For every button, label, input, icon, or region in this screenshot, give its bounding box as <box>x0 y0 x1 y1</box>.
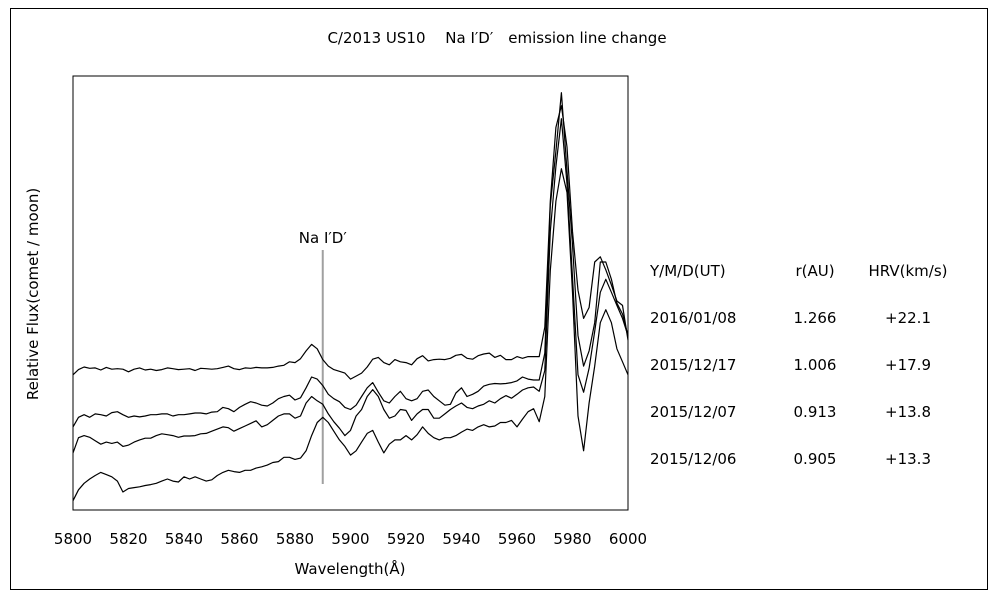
x-tick-label: 5820 <box>109 530 147 548</box>
chart-title: C/2013 US10 Na I′D′ emission line change <box>327 29 666 47</box>
hrv-cell: +22.1 <box>885 309 931 327</box>
hrv-cell: +17.9 <box>885 356 931 374</box>
series-line-2 <box>72 92 629 428</box>
hrv-cell: +13.8 <box>885 403 931 421</box>
chart-frame <box>10 8 988 590</box>
date-cell: 2016/01/08 <box>650 309 737 327</box>
x-tick-label: 6000 <box>609 530 647 548</box>
header-date: Y/M/D(UT) <box>650 262 726 280</box>
series-group <box>72 92 629 501</box>
header-r: r(AU) <box>795 262 835 280</box>
table-row: 2015/12/07 0.913 +13.8 <box>640 403 980 450</box>
date-cell: 2015/12/07 <box>650 403 737 421</box>
series-line-4 <box>72 168 629 501</box>
x-axis-label: Wavelength(Å) <box>295 559 406 578</box>
hrv-cell: +13.3 <box>885 450 931 468</box>
x-tick-label: 5840 <box>165 530 203 548</box>
r-cell: 1.266 <box>793 309 837 327</box>
y-axis-label: Relative Flux(comet / moon) <box>24 188 42 400</box>
r-cell: 0.905 <box>793 450 837 468</box>
x-tick-label: 5940 <box>442 530 480 548</box>
x-tick-label: 5880 <box>276 530 314 548</box>
r-cell: 0.913 <box>793 403 837 421</box>
x-tick-label: 5800 <box>54 530 92 548</box>
x-tick-label: 5920 <box>387 530 425 548</box>
header-hrv: HRV(km/s) <box>868 262 948 280</box>
series-line-3 <box>72 118 629 454</box>
x-tick-label: 5900 <box>331 530 369 548</box>
x-tick-label: 5960 <box>498 530 536 548</box>
date-cell: 2015/12/17 <box>650 356 737 374</box>
x-axis-ticks: 5800 5820 5840 5860 5880 5900 5920 5940 5960 5980… <box>54 530 647 548</box>
series-line-1 <box>72 105 629 380</box>
r-cell: 1.006 <box>793 356 837 374</box>
table-row: 2016/01/08 1.266 +22.1 <box>640 309 980 356</box>
plot-area <box>72 75 629 511</box>
table-row: 2015/12/06 0.905 +13.3 <box>640 450 980 497</box>
table-header-row: Y/M/D(UT) r(AU) HRV(km/s) <box>640 262 980 309</box>
table-row: 2015/12/17 1.006 +17.9 <box>640 356 980 403</box>
x-tick-label: 5860 <box>220 530 258 548</box>
x-tick-label: 5980 <box>553 530 591 548</box>
date-cell: 2015/12/06 <box>650 450 737 468</box>
observation-table: Y/M/D(UT) r(AU) HRV(km/s) 2016/01/08 1.2… <box>640 262 980 497</box>
na-d-annotation-label: Na I′D′ <box>299 229 348 247</box>
